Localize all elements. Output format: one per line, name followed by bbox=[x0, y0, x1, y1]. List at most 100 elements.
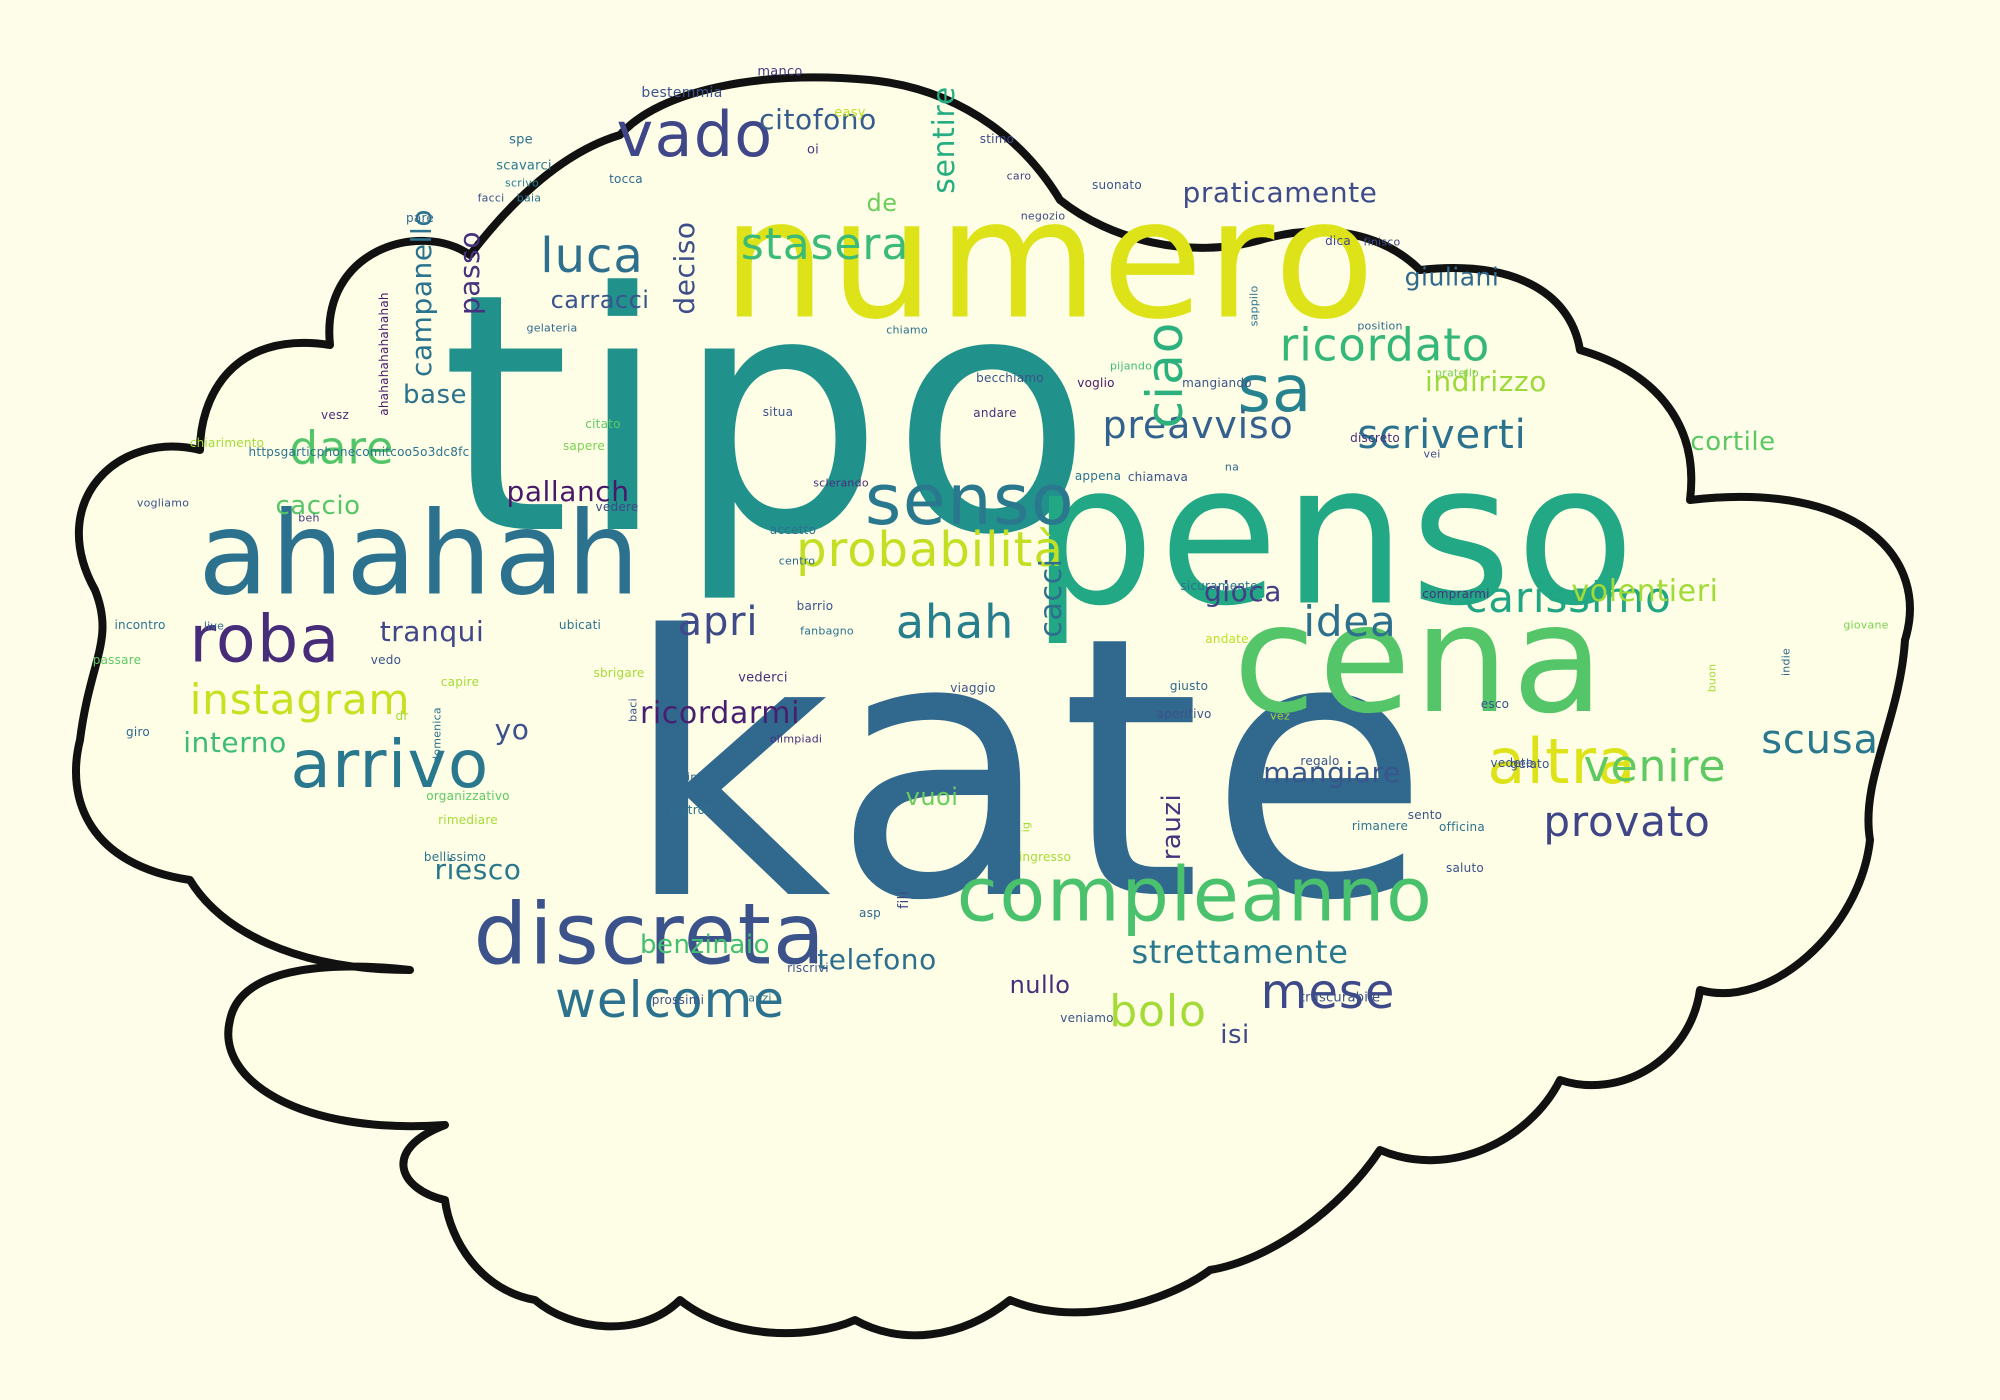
cloud-word-giusto: giusto bbox=[1169, 679, 1209, 693]
cloud-word-sento: sento bbox=[1407, 808, 1443, 822]
cloud-word-cacci: cacci bbox=[1034, 558, 1069, 638]
cloud-word-live: live bbox=[203, 619, 225, 633]
cloud-word-sapere: sapere bbox=[562, 439, 606, 453]
cloud-word-vogliamo: vogliamo bbox=[136, 496, 190, 510]
cloud-word-instagram: instagram bbox=[189, 675, 411, 724]
cloud-word-finisco: finisco bbox=[1363, 235, 1401, 249]
cloud-word-scriverti: scriverti bbox=[1357, 412, 1527, 458]
cloud-word-ahah: ahah bbox=[895, 595, 1015, 649]
cloud-word-centro: centro bbox=[778, 554, 816, 568]
cloud-word-luca: luca bbox=[540, 228, 644, 284]
cloud-word-numero: numero bbox=[721, 163, 1379, 356]
cloud-word-scusa: scusa bbox=[1761, 717, 1879, 763]
cloud-word-gelato: gelato bbox=[1510, 757, 1550, 771]
cloud-word-ingresso: ingresso bbox=[1018, 850, 1072, 864]
cloud-word-anzi: anzi bbox=[748, 991, 772, 1005]
cloud-word-de: de bbox=[866, 189, 898, 217]
cloud-word-position: position bbox=[1357, 319, 1403, 333]
cloud-word-asp: asp bbox=[859, 906, 881, 920]
cloud-word-ricordarmi: ricordarmi bbox=[639, 696, 801, 731]
cloud-word-aperitivo: aperitivo bbox=[1156, 707, 1212, 721]
cloud-word-accetto: accetto bbox=[769, 523, 817, 537]
cloud-word-dr: dr bbox=[395, 709, 409, 723]
cloud-word-rauzi: rauzi bbox=[1157, 793, 1187, 861]
cloud-word-ahahah: ahahah bbox=[198, 487, 642, 622]
cloud-word-saluto: saluto bbox=[1445, 861, 1485, 875]
cloud-word-olimpiadi: olimpiadi bbox=[769, 732, 823, 746]
cloud-word-sinistra: sinistra bbox=[681, 770, 723, 784]
cloud-word-sclerando: sclerando bbox=[813, 476, 869, 490]
cloud-word-barrio: barrio bbox=[796, 599, 834, 613]
cloud-word-caro: caro bbox=[1006, 169, 1032, 183]
cloud-word-yo: yo bbox=[494, 713, 530, 746]
cloud-word-beh: beh bbox=[298, 511, 320, 525]
cloud-word-giuliani: giuliani bbox=[1404, 262, 1500, 292]
cloud-word-na: na bbox=[1224, 460, 1240, 474]
cloud-word-pallanch: pallanch bbox=[506, 475, 630, 508]
cloud-word-ig: ig bbox=[1019, 821, 1033, 833]
cloud-word-carissimo: carissimo bbox=[1464, 573, 1672, 622]
cloud-word-becchiamo: becchiamo bbox=[976, 371, 1044, 385]
cloud-word-sentire: sentire bbox=[927, 86, 962, 194]
cloud-word-sicuramente: sicuramente bbox=[1180, 579, 1258, 593]
cloud-word-prossimi: prossimi bbox=[651, 993, 705, 1007]
cloud-word-pijando: pijando bbox=[1109, 359, 1153, 373]
cloud-word-veniamo: veniamo bbox=[1060, 1011, 1114, 1025]
cloud-word-discreto: discreto bbox=[1350, 431, 1400, 445]
cloud-word-interno: interno bbox=[183, 726, 287, 759]
cloud-word-trascurabile: trascurabile bbox=[1299, 990, 1381, 1006]
cloud-word-carracci: carracci bbox=[550, 286, 650, 314]
cloud-word-andare: andare bbox=[973, 406, 1017, 420]
cloud-word-base: base bbox=[402, 380, 468, 410]
cloud-word-suonato: suonato bbox=[1092, 178, 1142, 192]
cloud-word-incontro: incontro bbox=[114, 618, 166, 632]
cloud-word-bistrot: bistrot bbox=[669, 803, 711, 817]
cloud-word-sbrigare: sbrigare bbox=[593, 666, 645, 680]
cloud-word-vuoi: vuoi bbox=[905, 783, 959, 811]
cloud-word-gelateria: gelateria bbox=[526, 321, 578, 335]
cloud-word-arrivo: arrivo bbox=[290, 726, 490, 803]
cloud-word-provato: provato bbox=[1543, 797, 1711, 846]
cloud-word-esco: esco bbox=[1480, 697, 1510, 711]
cloud-word-oi: oi bbox=[806, 142, 820, 158]
cloud-word-bestemmia: bestemmia bbox=[641, 85, 723, 101]
cloud-word-strettamente: strettamente bbox=[1131, 933, 1349, 971]
cloud-word-voglio: voglio bbox=[1077, 376, 1115, 390]
cloud-word-rimanere: rimanere bbox=[1351, 819, 1409, 833]
cloud-word-fanbagno: fanbagno bbox=[800, 624, 854, 638]
cloud-word-sa: sa bbox=[1237, 353, 1313, 427]
cloud-word-vederci: vederci bbox=[738, 670, 788, 686]
cloud-word-tocca: tocca bbox=[609, 172, 643, 186]
cloud-word-vei: vei bbox=[1423, 447, 1441, 461]
cloud-word-dica: dica bbox=[1325, 234, 1351, 248]
cloud-word-vez: vez bbox=[1270, 709, 1290, 723]
cloud-word-ricordato: ricordato bbox=[1279, 318, 1491, 372]
cloud-word-pare: pare bbox=[406, 211, 434, 225]
cloud-word-cortile: cortile bbox=[1690, 427, 1776, 457]
cloud-word-chiamo: chiamo bbox=[886, 323, 928, 337]
cloud-word-senso: senso bbox=[864, 459, 1076, 541]
cloud-word-idea: idea bbox=[1303, 597, 1397, 646]
cloud-word-httpsgarticphone: httpsgarticphonecomitcoo5o3dc8fc bbox=[248, 445, 470, 459]
cloud-word-dare: dare bbox=[289, 421, 395, 475]
cloud-word-facci: facci bbox=[477, 191, 505, 205]
cloud-word-vado: vado bbox=[616, 98, 774, 171]
cloud-word-fili: fili bbox=[896, 891, 912, 909]
cloud-word-sappilo: sappilo bbox=[1247, 285, 1261, 327]
cloud-word-viaggio: viaggio bbox=[950, 681, 996, 695]
cloud-word-andate: andate bbox=[1205, 632, 1249, 646]
cloud-word-praticamente: praticamente bbox=[1182, 176, 1378, 209]
cloud-word-pratello: pratello bbox=[1435, 366, 1479, 380]
cloud-word-spe: spe bbox=[509, 132, 533, 148]
cloud-word-giovane: giovane bbox=[1843, 618, 1889, 632]
cloud-word-roba: roba bbox=[189, 602, 341, 678]
cloud-word-baci: baci bbox=[626, 698, 640, 722]
cloud-word-mangiando: mangiando bbox=[1182, 376, 1252, 390]
cloud-word-scrivo: scrivo bbox=[505, 176, 539, 190]
cloud-word-chiamava: chiamava bbox=[1127, 470, 1189, 484]
cloud-word-riesco: riesco bbox=[434, 853, 522, 886]
cloud-word-chiarimento: chiarimento bbox=[189, 436, 265, 450]
cloud-word-ubicati: ubicati bbox=[558, 618, 602, 632]
cloud-word-citato: citato bbox=[585, 417, 621, 431]
